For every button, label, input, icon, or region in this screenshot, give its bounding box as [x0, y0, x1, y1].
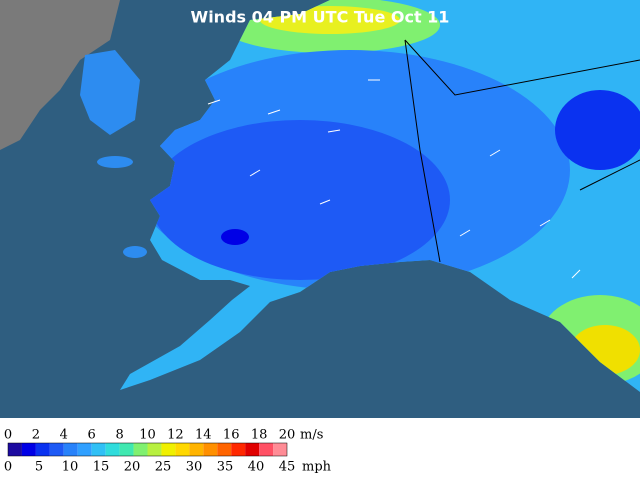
mph-label: 0 — [4, 460, 12, 475]
mph-label: 35 — [217, 460, 234, 475]
mph-label: 40 — [248, 460, 265, 475]
color-swatch — [231, 443, 246, 456]
ms-label: 6 — [88, 428, 96, 443]
mph-label: 30 — [186, 460, 203, 475]
mph-label: 5 — [35, 460, 43, 475]
mph-label: 10 — [62, 460, 79, 475]
color-swatch — [133, 443, 148, 456]
mph-unit: mph — [302, 460, 332, 475]
color-swatch — [175, 443, 190, 456]
mph-label: 15 — [93, 460, 110, 475]
color-swatch — [119, 443, 134, 456]
ms-label: 2 — [32, 428, 40, 443]
ms-label: 4 — [60, 428, 68, 443]
color-swatch — [217, 443, 232, 456]
ms-label: 12 — [167, 428, 184, 443]
color-swatch — [105, 443, 120, 456]
color-swatch — [245, 443, 260, 456]
border — [579, 159, 640, 191]
color-swatch — [21, 443, 36, 456]
color-swatch — [77, 443, 92, 456]
ms-label: 18 — [251, 428, 268, 443]
map-title: Winds 04 PM UTC Tue Oct 11 — [191, 8, 450, 27]
color-swatch — [203, 443, 218, 456]
color-swatch — [189, 443, 204, 456]
color-bar-frame — [7, 442, 288, 457]
color-swatch — [91, 443, 106, 456]
color-swatch — [259, 443, 274, 456]
ms-unit: m/s — [300, 428, 323, 443]
ms-label: 10 — [139, 428, 156, 443]
ms-label: 20 — [279, 428, 296, 443]
mph-label: 45 — [279, 460, 296, 475]
wind-arrows — [207, 79, 581, 279]
ms-label: 8 — [115, 428, 123, 443]
color-swatch — [147, 443, 162, 456]
border — [404, 39, 640, 96]
ms-label: 16 — [223, 428, 240, 443]
mph-label: 25 — [155, 460, 172, 475]
color-swatch — [49, 443, 64, 456]
island — [97, 156, 133, 168]
russia-land — [0, 0, 120, 150]
color-swatch — [63, 443, 78, 456]
ms-label: 14 — [195, 428, 212, 443]
legend: 0 2 4 6 8 10 12 14 16 18 20 m/s 0 5 10 15 20 25 30 35 40 45 mp… — [4, 428, 332, 475]
color-swatch — [35, 443, 50, 456]
border — [404, 39, 441, 263]
chukotka — [80, 50, 140, 135]
color-swatch — [161, 443, 176, 456]
color-swatch — [8, 443, 22, 456]
color-swatch — [273, 443, 287, 456]
island — [123, 246, 147, 258]
mph-label: 20 — [124, 460, 141, 475]
ms-label: 0 — [4, 428, 12, 443]
